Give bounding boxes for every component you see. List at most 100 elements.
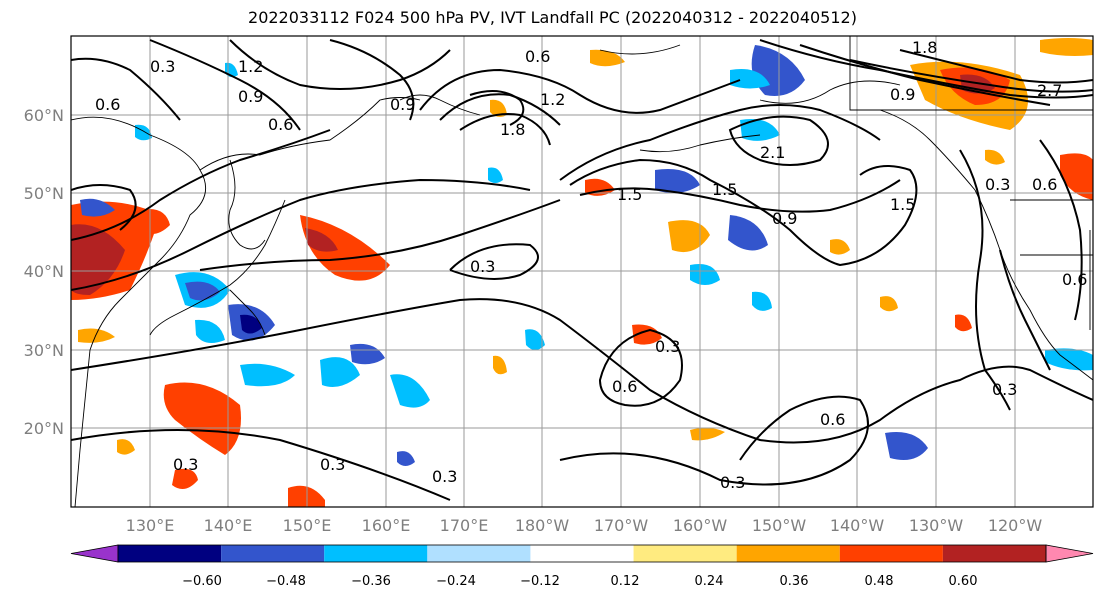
colorbar-cell bbox=[633, 545, 737, 562]
contour-label: 0.6 bbox=[268, 115, 293, 134]
contour-label: 1.5 bbox=[890, 195, 915, 214]
warm-blob bbox=[300, 215, 390, 281]
cold-blob bbox=[240, 314, 262, 334]
lat-label: 60°N bbox=[24, 106, 64, 125]
cold-blob bbox=[195, 319, 225, 344]
cold-blob bbox=[80, 198, 115, 217]
cold-blob bbox=[752, 291, 772, 311]
warm-blob bbox=[117, 439, 135, 455]
cold-blob bbox=[740, 119, 780, 141]
colorbar-cells bbox=[70, 544, 1094, 563]
cold-blob bbox=[728, 215, 768, 251]
colorbar-label: 0.48 bbox=[865, 574, 894, 589]
cold-blob bbox=[397, 451, 415, 466]
map-title: 2022033112 F024 500 hPa PV, IVT Landfall… bbox=[248, 8, 857, 27]
lat-label: 50°N bbox=[24, 184, 64, 203]
contour-label: 1.2 bbox=[238, 57, 263, 76]
warm-blob bbox=[78, 328, 115, 343]
lon-label: 120°W bbox=[988, 516, 1043, 535]
warm-blob bbox=[1040, 38, 1093, 56]
contour-label: 0.3 bbox=[655, 337, 680, 356]
lon-label: 140°E bbox=[204, 516, 253, 535]
contour-label: 0.6 bbox=[612, 377, 637, 396]
warm-blob bbox=[955, 314, 972, 332]
contour-label: 0.3 bbox=[470, 257, 495, 276]
contour-label: 0.6 bbox=[820, 410, 845, 429]
warm-blob bbox=[985, 149, 1005, 165]
colorbar-label: −0.24 bbox=[436, 574, 476, 589]
colorbar-label: 0.60 bbox=[949, 574, 978, 589]
contour-labels: 0.3 1.2 0.9 0.6 0.6 0.9 0.6 1.2 1.8 0.3 … bbox=[95, 38, 1087, 492]
colorbar-extend-max bbox=[1045, 544, 1094, 563]
contour-label: 2.7 bbox=[1037, 81, 1062, 100]
shaded-anomalies bbox=[71, 38, 1093, 507]
warm-blob bbox=[305, 228, 338, 252]
warm-blob bbox=[1060, 153, 1093, 200]
cold-blob bbox=[350, 343, 385, 365]
contour-label: 0.9 bbox=[772, 209, 797, 228]
colorbar-cell bbox=[427, 545, 531, 562]
colorbar-cell bbox=[530, 545, 634, 562]
warm-blob bbox=[632, 324, 662, 345]
latitude-axis: 60°N 50°N 40°N 30°N 20°N bbox=[24, 106, 64, 438]
lon-label: 180°W bbox=[515, 516, 570, 535]
lon-label: 130°W bbox=[909, 516, 964, 535]
colorbar-label: −0.60 bbox=[182, 574, 222, 589]
cold-blob bbox=[390, 374, 430, 408]
colorbar-frame bbox=[117, 544, 1047, 563]
contour-label: 2.1 bbox=[760, 143, 785, 162]
lon-label: 130°E bbox=[126, 516, 175, 535]
contour-label: 1.5 bbox=[617, 185, 642, 204]
cold-blob bbox=[730, 69, 770, 89]
contour-label: 0.3 bbox=[150, 57, 175, 76]
contour-label: 0.3 bbox=[992, 380, 1017, 399]
contour-label: 0.6 bbox=[525, 47, 550, 66]
colorbar-label: 0.12 bbox=[611, 574, 640, 589]
colorbar: −0.60 −0.48 −0.36 −0.24 −0.12 0.12 0.24 … bbox=[70, 544, 1094, 589]
cold-blob bbox=[525, 329, 545, 350]
contour-label: 1.8 bbox=[912, 38, 937, 57]
lat-label: 20°N bbox=[24, 419, 64, 438]
contour-label: 0.3 bbox=[320, 455, 345, 474]
lon-label: 140°W bbox=[830, 516, 885, 535]
lat-label: 40°N bbox=[24, 262, 64, 281]
lon-label: 150°E bbox=[283, 516, 332, 535]
lon-label: 150°W bbox=[752, 516, 807, 535]
lat-label: 30°N bbox=[24, 341, 64, 360]
contour-label: 0.3 bbox=[985, 175, 1010, 194]
pv-contours bbox=[71, 39, 1093, 501]
contour-label: 0.6 bbox=[1032, 175, 1057, 194]
cold-blob bbox=[885, 432, 928, 461]
contour-label: 0.3 bbox=[720, 473, 745, 492]
cold-blob bbox=[320, 357, 360, 388]
cold-blob bbox=[240, 363, 295, 387]
cold-blob bbox=[488, 167, 503, 183]
warm-blob bbox=[690, 427, 725, 441]
contour-label: 0.3 bbox=[173, 455, 198, 474]
lon-label: 170°W bbox=[594, 516, 649, 535]
coastlines bbox=[71, 36, 1093, 507]
contour-label: 1.2 bbox=[540, 90, 565, 109]
colorbar-cell bbox=[221, 545, 325, 562]
warm-blob bbox=[590, 49, 625, 67]
colorbar-cell bbox=[942, 545, 1046, 562]
warm-blob bbox=[140, 209, 170, 234]
contour-label: 0.6 bbox=[95, 95, 120, 114]
contour-label: 0.3 bbox=[432, 467, 457, 486]
colorbar-label: −0.36 bbox=[351, 574, 391, 589]
colorbar-cell bbox=[118, 545, 222, 562]
map-frame bbox=[70, 35, 1094, 508]
longitude-axis: 130°E 140°E 150°E 160°E 170°E 180°W 170°… bbox=[126, 516, 1043, 535]
colorbar-label: −0.12 bbox=[520, 574, 560, 589]
contour-label: 0.9 bbox=[238, 87, 263, 106]
cold-blob bbox=[1045, 348, 1093, 371]
lon-label: 160°W bbox=[673, 516, 728, 535]
warm-blob bbox=[493, 355, 507, 375]
colorbar-label: 0.24 bbox=[695, 574, 724, 589]
warm-blob bbox=[490, 99, 507, 117]
colorbar-extend-min bbox=[70, 544, 119, 563]
graticule bbox=[71, 36, 1093, 507]
warm-blob bbox=[71, 224, 125, 295]
lon-label: 160°E bbox=[362, 516, 411, 535]
contour-label: 1.8 bbox=[500, 120, 525, 139]
